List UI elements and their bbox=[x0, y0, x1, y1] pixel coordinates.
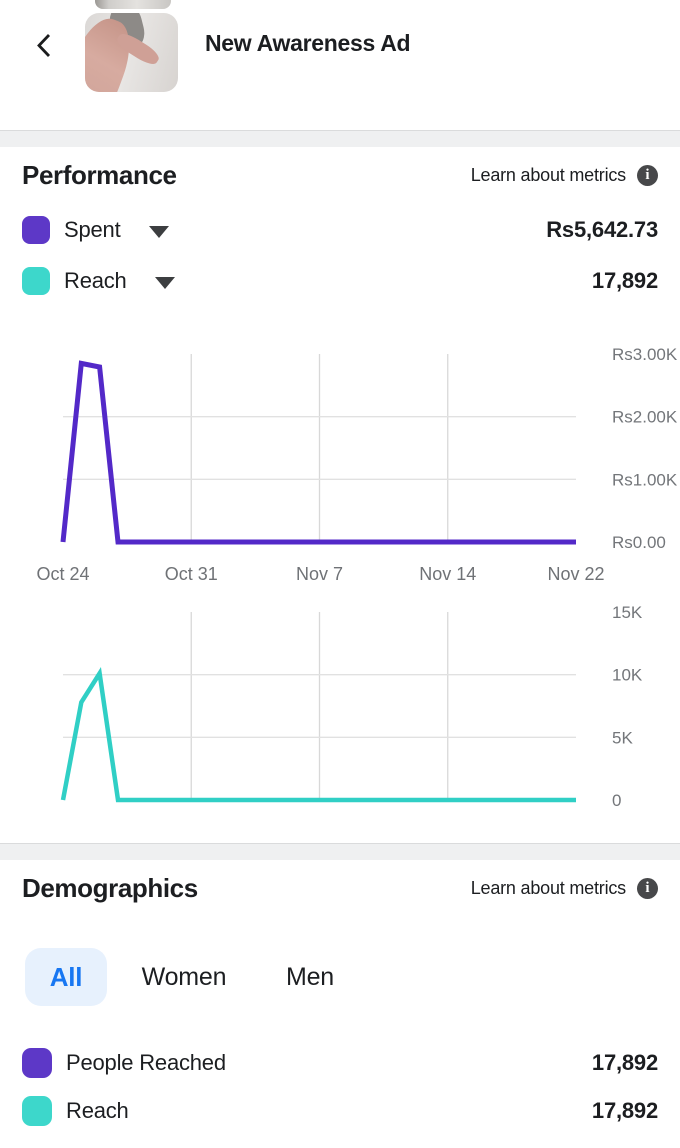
reach-value: 17,892 bbox=[591, 268, 658, 293]
demographics-reach-label: Reach bbox=[66, 1098, 129, 1123]
back-button[interactable] bbox=[30, 30, 60, 60]
reach-color-swatch bbox=[22, 267, 50, 295]
people-reached-color-swatch bbox=[22, 1048, 52, 1078]
page-title: New Awareness Ad bbox=[205, 30, 411, 56]
y-axis-label: Rs2.00K bbox=[612, 408, 678, 427]
people-reached-label: People Reached bbox=[66, 1050, 226, 1075]
section-divider bbox=[0, 130, 680, 147]
y-axis-label: 15K bbox=[612, 603, 643, 622]
performance-heading: Performance bbox=[22, 159, 177, 190]
y-axis-label: 10K bbox=[612, 666, 643, 685]
tab-women[interactable]: Women bbox=[136, 948, 232, 1006]
chevron-left-icon bbox=[30, 34, 60, 63]
x-axis-label: Oct 31 bbox=[165, 564, 218, 584]
demographics-reach-color-swatch bbox=[22, 1096, 52, 1126]
spent-value: Rs5,642.73 bbox=[546, 217, 658, 242]
people-reached-value: 17,892 bbox=[591, 1050, 658, 1075]
x-axis-label: Nov 14 bbox=[419, 564, 476, 584]
tab-all[interactable]: All bbox=[25, 948, 107, 1006]
x-axis-label: Nov 22 bbox=[547, 564, 604, 584]
learn-about-metrics-label: Learn about metrics bbox=[470, 164, 626, 185]
info-icon[interactable]: i bbox=[637, 877, 658, 899]
spent-metric-selector[interactable]: Spent bbox=[50, 217, 169, 243]
spent-label: Spent bbox=[64, 217, 121, 242]
spent-legend-row: Spent Rs5,642.73 bbox=[22, 213, 658, 247]
demographics-reach-value: 17,892 bbox=[591, 1098, 658, 1123]
gender-tabs: All Women Men bbox=[0, 948, 680, 1006]
reach-line bbox=[60, 667, 576, 803]
spent-line-chart: Rs3.00K Rs2.00K Rs1.00K Rs0.00 Oct 24 Oct 31 N… bbox=[0, 340, 680, 590]
learn-about-metrics-link[interactable]: Learn about metrics i bbox=[470, 164, 658, 186]
spent-color-swatch bbox=[22, 216, 50, 244]
reach-legend-row: Reach 17,892 bbox=[22, 264, 658, 298]
learn-about-metrics-link[interactable]: Learn about metrics i bbox=[470, 877, 658, 899]
reach-line-chart: 15K 10K 5K 0 bbox=[0, 600, 680, 815]
y-axis-label: 5K bbox=[612, 728, 633, 747]
x-axis-label: Nov 7 bbox=[296, 564, 343, 584]
learn-about-metrics-label: Learn about metrics bbox=[470, 877, 626, 898]
y-axis-label: Rs0.00 bbox=[612, 533, 666, 552]
demographics-heading: Demographics bbox=[22, 872, 198, 903]
ad-thumbnail bbox=[85, 13, 178, 92]
x-axis-label: Oct 24 bbox=[36, 564, 89, 584]
demographics-reach-row: Reach 17,892 bbox=[22, 1095, 658, 1127]
spent-line bbox=[60, 360, 576, 545]
y-axis-label: Rs1.00K bbox=[612, 470, 678, 489]
caret-down-icon bbox=[154, 276, 175, 289]
header: New Awareness Ad bbox=[0, 0, 680, 130]
caret-down-icon bbox=[148, 225, 169, 238]
reach-label: Reach bbox=[64, 268, 127, 293]
reach-metric-selector[interactable]: Reach bbox=[50, 268, 175, 294]
previous-list-item-edge bbox=[95, 0, 171, 9]
y-axis-label: Rs3.00K bbox=[612, 345, 678, 364]
people-reached-row: People Reached 17,892 bbox=[22, 1047, 658, 1079]
tab-men[interactable]: Men bbox=[282, 948, 338, 1006]
section-divider bbox=[0, 843, 680, 860]
info-icon[interactable]: i bbox=[637, 164, 658, 186]
y-axis-label: 0 bbox=[612, 791, 621, 810]
